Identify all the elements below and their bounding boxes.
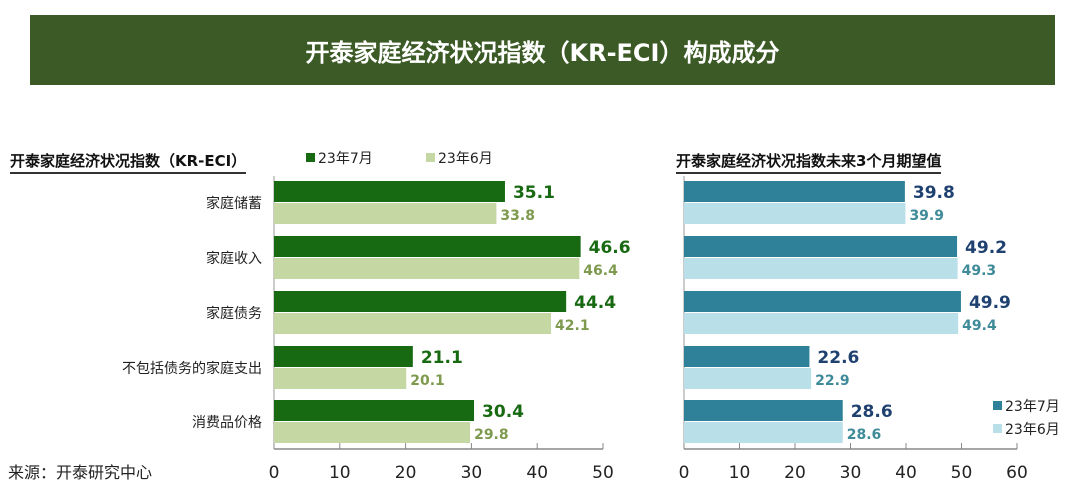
right-data-label: 28.6 xyxy=(847,427,882,443)
left-x-tick-label: 20 xyxy=(395,463,417,483)
right-x-tick-label: 60 xyxy=(1006,463,1028,483)
right-data-label: 28.6 xyxy=(851,402,893,422)
left-bar-jul xyxy=(274,181,505,202)
right-data-label: 49.2 xyxy=(965,238,1007,258)
right-bar-jun xyxy=(684,203,906,224)
right-data-label: 22.6 xyxy=(817,348,859,368)
left-bar-jun xyxy=(274,313,552,334)
left-data-label: 21.1 xyxy=(421,348,463,368)
left-bar-jul xyxy=(274,400,475,421)
right-chart-title: 开泰家庭经济状况指数未来3个月期望值 xyxy=(676,150,942,174)
left-chart-title: 开泰家庭经济状况指数（KR-ECI） xyxy=(10,150,247,174)
right-bar-jun xyxy=(684,368,812,389)
right-data-label: 49.3 xyxy=(962,263,997,279)
legend-label-jun: 23年6月 xyxy=(1005,422,1060,438)
left-data-label: 44.4 xyxy=(574,293,616,313)
category-label: 家庭储蓄 xyxy=(206,195,262,212)
left-x-tick-label: 50 xyxy=(592,463,614,483)
right-data-label: 22.9 xyxy=(815,373,850,389)
right-x-tick-label: 10 xyxy=(729,463,751,483)
left-x-tick-label: 30 xyxy=(461,463,483,483)
left-bar-jul xyxy=(274,236,581,257)
right-bar-jul xyxy=(684,400,843,421)
right-x-tick-label: 50 xyxy=(951,463,973,483)
left-bar-jun xyxy=(274,258,580,279)
legend-swatch-jul xyxy=(993,401,1002,410)
left-data-label: 35.1 xyxy=(513,183,555,203)
right-bar-jun xyxy=(684,422,843,443)
left-data-label: 33.8 xyxy=(500,208,535,224)
right-bar-jun xyxy=(684,313,959,334)
right-bar-jul xyxy=(684,291,961,312)
legend-label-jul: 23年7月 xyxy=(1005,399,1060,415)
right-bar-jul xyxy=(684,236,958,257)
left-bar-jul xyxy=(274,346,413,367)
left-data-label: 46.6 xyxy=(589,238,631,258)
right-bar-jul xyxy=(684,181,905,202)
left-x-tick-label: 40 xyxy=(526,463,548,483)
category-label: 不包括债务的家庭支出 xyxy=(122,360,262,377)
right-x-tick-label: 0 xyxy=(679,463,690,483)
right-x-tick-label: 40 xyxy=(895,463,917,483)
right-bar-jul xyxy=(684,346,810,367)
category-label: 消费品价格 xyxy=(192,415,262,431)
right-x-tick-label: 20 xyxy=(784,463,806,483)
left-data-label: 46.4 xyxy=(583,263,618,279)
legend-swatch-jun xyxy=(993,424,1002,433)
left-data-label: 29.8 xyxy=(474,427,509,443)
banner-title: 开泰家庭经济状况指数（KR-ECI）构成成分 xyxy=(30,15,1055,85)
legend-label-jul: 23年7月 xyxy=(318,151,373,167)
left-x-tick-label: 10 xyxy=(329,463,351,483)
left-data-label: 42.1 xyxy=(555,318,590,334)
right-data-label: 49.4 xyxy=(962,318,997,334)
left-bar-jul xyxy=(274,291,567,312)
left-data-label: 20.1 xyxy=(410,373,445,389)
right-bar-jun xyxy=(684,258,958,279)
left-x-tick-label: 0 xyxy=(269,463,280,483)
right-data-label: 39.9 xyxy=(909,208,944,224)
category-label: 家庭债务 xyxy=(206,305,262,322)
category-label: 家庭收入 xyxy=(206,250,262,267)
left-data-label: 30.4 xyxy=(482,402,524,422)
right-x-tick-label: 30 xyxy=(840,463,862,483)
left-bar-jun xyxy=(274,203,497,224)
right-data-label: 49.9 xyxy=(969,293,1011,313)
source-note: 来源：开泰研究中心 xyxy=(8,463,153,482)
legend-swatch-jul xyxy=(306,153,315,162)
left-bar-jun xyxy=(274,368,407,389)
right-data-label: 39.8 xyxy=(913,183,955,203)
legend-label-jun: 23年6月 xyxy=(438,151,493,167)
left-bar-jun xyxy=(274,422,471,443)
legend-swatch-jun xyxy=(426,153,435,162)
